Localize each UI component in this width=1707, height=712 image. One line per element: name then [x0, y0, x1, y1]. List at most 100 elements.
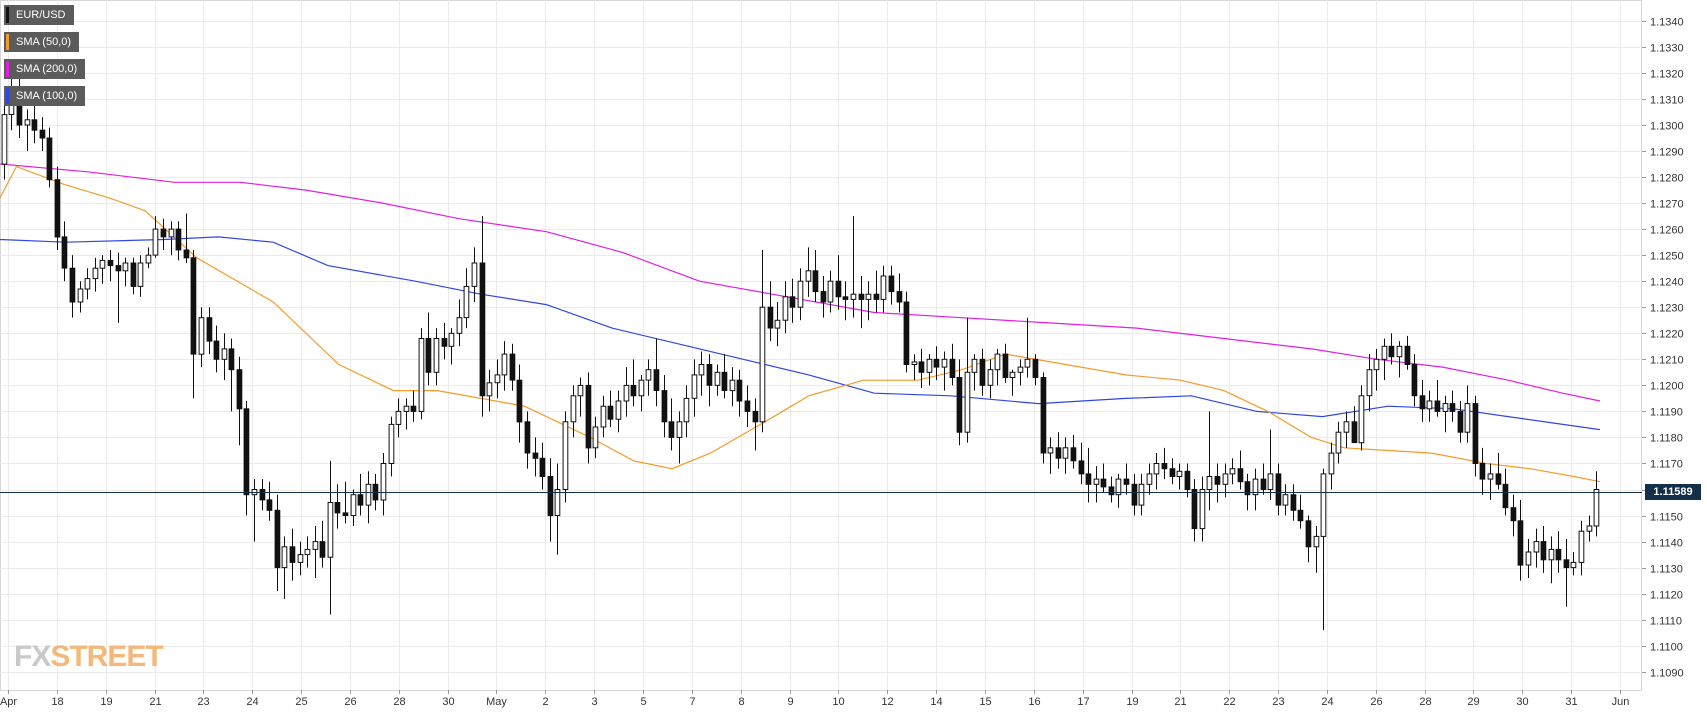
y-tick-label: 1.1320 [1650, 69, 1684, 81]
candle-body [1320, 473, 1327, 537]
candle-body [152, 228, 159, 256]
candle-body [797, 280, 804, 308]
candle-body [1078, 460, 1085, 475]
candle [1161, 447, 1168, 480]
candle [99, 255, 106, 284]
candle [1290, 484, 1297, 521]
candle [441, 322, 448, 360]
candle [918, 348, 925, 388]
candle [1229, 458, 1236, 485]
candle [774, 302, 781, 347]
candle-body [858, 293, 865, 300]
candle-body [259, 489, 266, 501]
candle [782, 281, 789, 334]
candle-body [1548, 548, 1555, 561]
candle [1411, 354, 1418, 407]
candle [304, 536, 311, 568]
candle [600, 395, 607, 438]
candle [380, 453, 387, 516]
x-tick-label: 5 [640, 696, 646, 708]
candle [1123, 463, 1130, 495]
candle-body [1100, 478, 1107, 488]
candle-body [1222, 473, 1229, 485]
y-tick-label: 1.1220 [1650, 329, 1684, 341]
candle-body [661, 390, 668, 423]
y-tick-label: 1.1190 [1650, 407, 1683, 419]
candle [1176, 463, 1183, 490]
candle-body [1252, 478, 1259, 496]
x-tick-label: 25 [295, 696, 307, 708]
candle [281, 536, 288, 599]
candle [1252, 468, 1259, 511]
candle [554, 463, 561, 555]
candle [1335, 421, 1342, 464]
y-tick-label: 1.1120 [1650, 590, 1683, 602]
candle-body [1305, 520, 1312, 548]
candle [903, 291, 910, 373]
candle [729, 367, 736, 407]
candle-body [115, 265, 122, 272]
candle [994, 348, 1001, 386]
candle [1434, 380, 1441, 417]
candle-body [676, 421, 683, 438]
candle [1055, 432, 1062, 469]
candle-body [744, 400, 751, 412]
candle-body [911, 361, 918, 365]
candle-body [1214, 476, 1221, 485]
candle-body [137, 262, 144, 287]
candle [1032, 354, 1039, 386]
candle-body [319, 541, 326, 558]
candle [1510, 494, 1517, 537]
candle [1093, 466, 1100, 503]
candle [1328, 442, 1335, 490]
candle [198, 307, 205, 368]
x-tick-label: 22 [1223, 696, 1235, 708]
y-tick-label: 1.1250 [1650, 251, 1684, 263]
candle-body [805, 270, 812, 282]
x-tick-label: 28 [1419, 696, 1431, 708]
candle [46, 127, 53, 188]
candle [61, 221, 68, 282]
candle [130, 257, 137, 295]
candle [1457, 400, 1464, 443]
candle [448, 328, 455, 365]
candle [152, 216, 159, 258]
y-tick-label: 1.1180 [1650, 433, 1683, 445]
candle-body [221, 348, 228, 360]
candle [805, 247, 812, 297]
candle-body [471, 262, 478, 287]
candle-body [706, 364, 713, 386]
x-tick-label: 29 [1467, 696, 1479, 708]
candle-body [494, 374, 501, 384]
candle [1533, 528, 1540, 568]
candle [463, 268, 470, 329]
x-tick-label: 24 [246, 696, 258, 708]
candle-body [1032, 358, 1039, 378]
y-axis: 1.1090 1.1100 1.1110 1.1120 1.1130 1.1140 1.11… [1642, 17, 1684, 680]
candle [1024, 317, 1031, 378]
candle [1305, 515, 1312, 563]
candle [623, 367, 630, 417]
legend-swatch [6, 34, 9, 50]
candle-body [92, 267, 99, 280]
y-tick-label: 1.1170 [1650, 459, 1683, 471]
candle-body [334, 502, 341, 514]
candle [395, 398, 402, 438]
candle-body [486, 382, 493, 397]
candle-body [759, 306, 766, 423]
candle-body [1138, 483, 1145, 506]
y-tick-label: 1.1330 [1650, 43, 1684, 55]
candle-body [524, 421, 531, 454]
candle-body [1411, 364, 1418, 397]
candle-body [1540, 541, 1547, 561]
candle-body [1161, 463, 1168, 470]
candle [403, 398, 410, 430]
x-tick-label: 7 [689, 696, 695, 708]
candle-body [1275, 473, 1282, 506]
candle [827, 270, 834, 313]
candle [1078, 442, 1085, 485]
candle-body [463, 285, 470, 319]
candle [1153, 453, 1160, 490]
candle [630, 359, 637, 407]
candle-body [1040, 377, 1047, 454]
